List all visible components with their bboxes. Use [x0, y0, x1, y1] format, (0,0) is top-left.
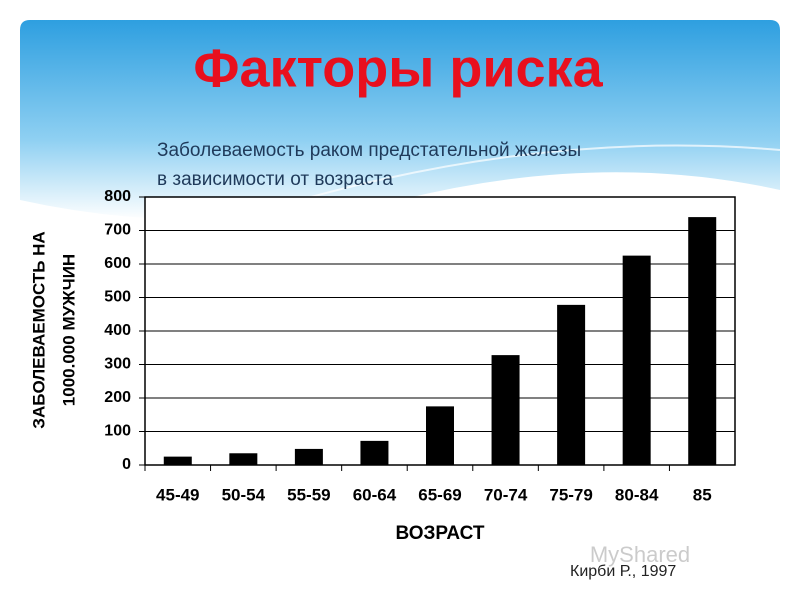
y-tick-label: 600: [104, 255, 131, 272]
bar: [229, 453, 258, 465]
x-tick-label: 80-84: [615, 485, 659, 504]
y-tick-label: 500: [104, 289, 131, 306]
x-tick-label: 85: [693, 485, 712, 504]
title: Факторы риска: [193, 38, 603, 98]
x-tick-label: 45-49: [156, 485, 199, 504]
y-tick-label: 200: [104, 389, 131, 406]
subtitle-line: в зависимости от возраста: [157, 169, 393, 190]
y-tick-label: 700: [104, 222, 131, 239]
header-band: [20, 20, 780, 220]
subtitle-line: Заболеваемость раком предстательной желе…: [157, 140, 581, 161]
bar: [557, 304, 586, 465]
x-axis-label: ВОЗРАСТ: [395, 523, 484, 544]
y-tick-label: 300: [104, 356, 131, 373]
y-axis-label: ЗАБОЛЕВАЕМОСТЬ НА: [29, 231, 48, 428]
bar: [426, 406, 454, 465]
bar: [360, 440, 389, 465]
bar: [622, 255, 651, 465]
wave: [299, 144, 781, 201]
y-tick-label: 0: [122, 456, 131, 473]
bar: [491, 355, 520, 465]
bar: [688, 217, 717, 465]
source: Кирби Р., 1997: [570, 563, 676, 580]
x-tick-label: 50-54: [222, 485, 266, 504]
y-tick-label: 400: [104, 322, 131, 339]
bar: [163, 456, 192, 465]
y-axis-label: 1000.000 МУЖЧИН: [59, 254, 78, 406]
x-tick-label: 55-59: [287, 485, 330, 504]
watermark: MyShared: [590, 542, 690, 567]
x-tick-label: 65-69: [418, 485, 461, 504]
x-tick-label: 70-74: [484, 485, 528, 504]
x-tick-label: 75-79: [549, 485, 592, 504]
y-tick-label: 800: [104, 188, 131, 205]
x-tick-label: 60-64: [353, 485, 397, 504]
bar: [294, 448, 323, 465]
y-tick-label: 100: [104, 423, 131, 440]
